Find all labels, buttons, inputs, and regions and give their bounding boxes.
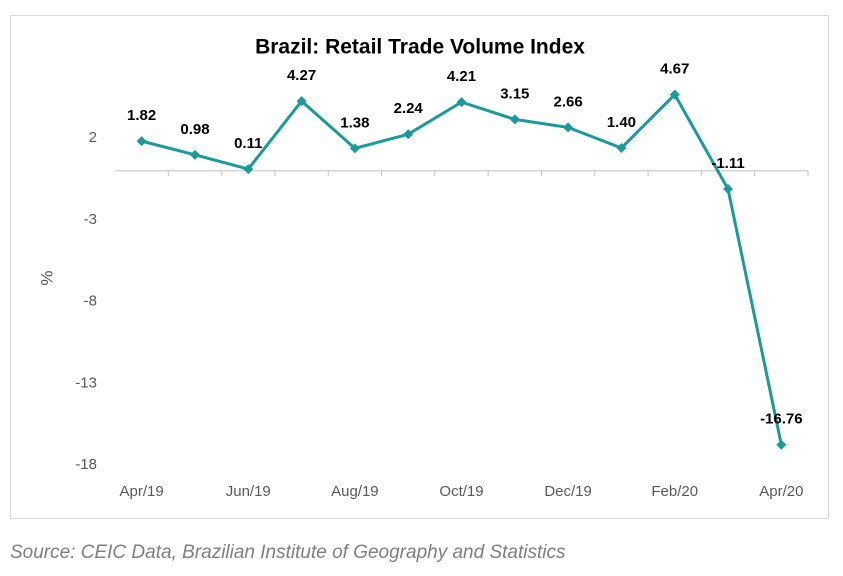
x-tick-label: Aug/19 — [331, 483, 379, 500]
x-tick-label: Oct/19 — [439, 483, 483, 500]
x-tick-label: Dec/19 — [544, 483, 592, 500]
y-tick-label: -13 — [75, 374, 97, 391]
x-tick-label: Jun/19 — [226, 483, 271, 500]
data-marker — [243, 164, 254, 175]
data-label: 4.21 — [447, 68, 476, 85]
data-label: -1.11 — [711, 155, 744, 172]
data-label: 0.98 — [180, 121, 209, 138]
chart-border — [10, 15, 829, 519]
data-marker — [403, 129, 414, 140]
data-label: 2.66 — [554, 93, 583, 110]
x-tick-label: Feb/20 — [651, 483, 698, 500]
data-marker — [509, 114, 520, 125]
data-label: 2.24 — [394, 100, 424, 117]
data-label: 4.67 — [660, 61, 689, 78]
data-marker — [136, 136, 147, 147]
source-note: Source: CEIC Data, Brazilian Institute o… — [10, 542, 566, 563]
x-tick-label: Apr/20 — [759, 483, 803, 500]
y-tick-label: 2 — [89, 129, 97, 146]
data-label: 3.15 — [500, 85, 529, 102]
data-marker — [456, 97, 467, 108]
data-marker — [776, 439, 787, 450]
data-label: 1.82 — [127, 107, 156, 124]
data-marker — [669, 89, 680, 100]
data-marker — [616, 142, 627, 153]
data-marker — [296, 96, 307, 107]
y-tick-label: -8 — [84, 293, 97, 310]
data-label: -16.76 — [760, 411, 803, 428]
data-label: 1.40 — [607, 114, 636, 131]
data-marker — [349, 143, 360, 154]
chart-title: Brazil: Retail Trade Volume Index — [255, 36, 585, 59]
y-tick-label: -3 — [84, 211, 97, 228]
data-marker — [723, 184, 734, 195]
data-marker — [563, 122, 574, 133]
y-axis-label: % — [37, 270, 56, 285]
data-label: 4.27 — [287, 67, 316, 84]
y-tick-label: -18 — [75, 456, 97, 473]
data-label: 0.11 — [234, 135, 262, 152]
data-label: 1.38 — [340, 114, 369, 131]
data-marker — [189, 149, 200, 160]
x-tick-label: Apr/19 — [120, 483, 164, 500]
